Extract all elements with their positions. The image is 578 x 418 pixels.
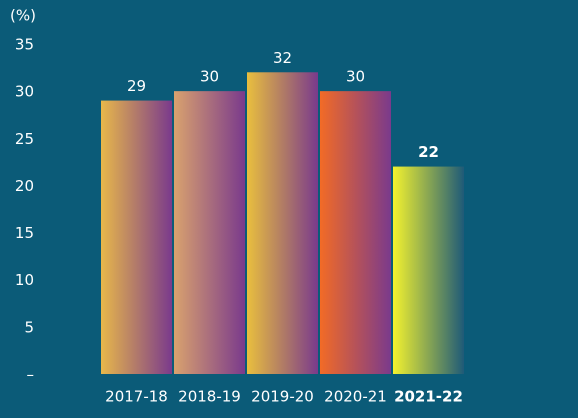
value-label: 32 (273, 49, 292, 67)
x-tick-label: 2019-20 (251, 388, 314, 406)
bar (320, 91, 391, 375)
y-tick-label: 15 (15, 224, 34, 242)
value-label: 30 (346, 68, 365, 86)
y-tick-label: 5 (24, 318, 34, 336)
value-label: 29 (127, 77, 146, 95)
y-tick-label: – (27, 366, 35, 384)
value-label: 30 (200, 68, 219, 86)
y-tick-label: 20 (15, 177, 34, 195)
y-tick-label: 35 (15, 36, 34, 54)
x-tick-label: 2017-18 (105, 388, 168, 406)
x-tick-label: 2020-21 (324, 388, 387, 406)
value-label: 22 (418, 143, 439, 161)
y-tick-label: 10 (15, 271, 34, 289)
bar (247, 72, 318, 375)
y-axis-label: (%) (10, 7, 36, 25)
bar (101, 100, 172, 375)
y-tick-label: 25 (15, 130, 34, 148)
x-tick-label: 2021-22 (394, 388, 463, 406)
bar (174, 91, 245, 375)
y-tick-label: 30 (15, 83, 34, 101)
bar (393, 166, 464, 374)
x-tick-label: 2018-19 (178, 388, 241, 406)
